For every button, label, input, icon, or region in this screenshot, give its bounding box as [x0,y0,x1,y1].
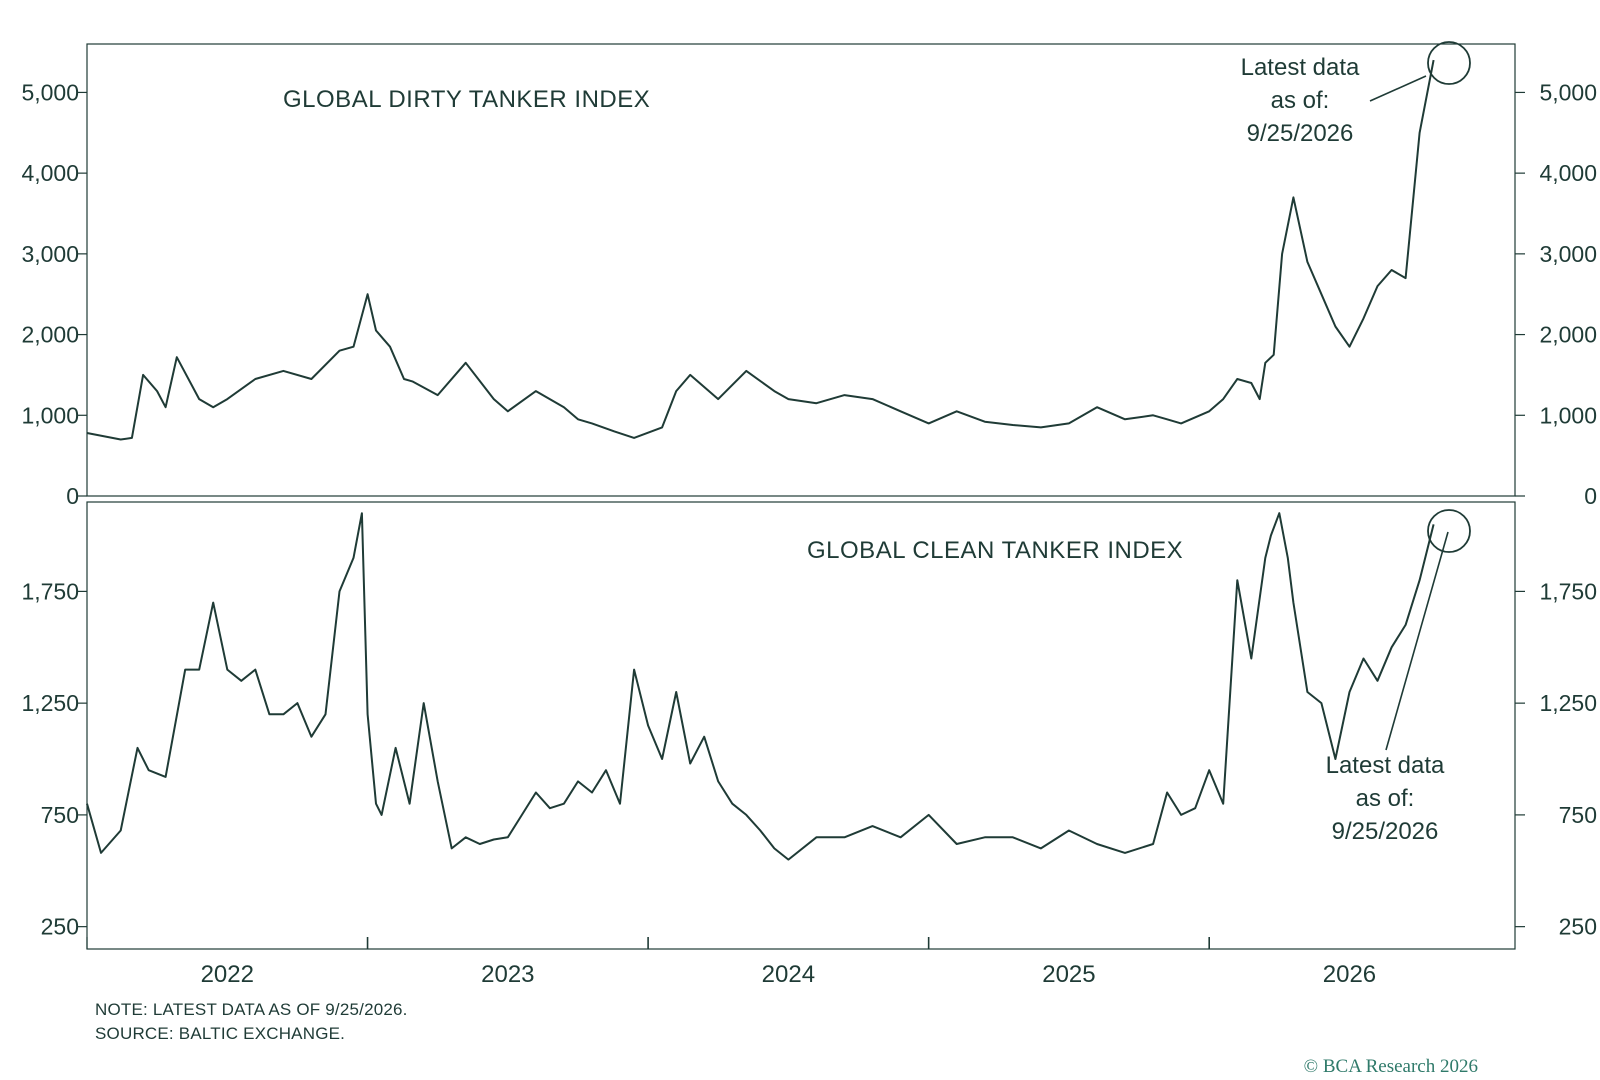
x-year-label: 2025 [1042,961,1095,988]
bottom-series-group [86,512,1435,861]
bottom-annotation-line3: 9/25/2026 [1332,818,1439,845]
top-ytick-left-label: 4,000 [21,160,79,186]
top-ytick-right-label: 0 [1584,483,1597,509]
top-ytick-left-label: 1,000 [21,402,79,428]
bottom-series-line [86,512,1435,861]
top-ytick-left-label: 0 [66,483,79,509]
top-ytick-right-label: 3,000 [1539,241,1597,267]
top-ytick-left-label: 2,000 [21,322,79,348]
top-ytick-right-label: 2,000 [1539,322,1597,348]
top-ytick-right-label: 5,000 [1539,79,1597,105]
top-annotation-leader [1369,75,1427,102]
top-panel-title: GLOBAL DIRTY TANKER INDEX [283,86,650,113]
top-series-group [86,59,1435,441]
x-year-label: 2022 [201,961,254,988]
x-year-label: 2024 [762,961,815,988]
x-axis: 2022 2023 2024 2025 2026 [86,937,1376,988]
bottom-annotation-leader [1385,531,1449,751]
bottom-annotation-circle [1427,509,1471,553]
top-y-axis: 0 0 1,000 1,000 2,000 2,000 3,000 3,000 4,000 4,0… [21,79,1597,509]
top-annotation-line1: Latest data [1241,54,1360,81]
top-ytick-left-label: 5,000 [21,79,79,105]
bottom-annotation: Latest data as of: 9/25/2026 [1326,509,1471,845]
copyright-text: © BCA Research 2026 [1303,1056,1478,1077]
bottom-annotation-line2: as of: [1356,785,1415,812]
top-panel-frame [86,43,1516,497]
top-annotation-line2: as of: [1271,87,1330,114]
bottom-ytick-left-label: 1,250 [21,690,79,716]
bottom-ytick-right-label: 750 [1559,802,1597,828]
bottom-ytick-left-label: 750 [41,802,79,828]
bottom-ytick-left-label: 1,750 [21,578,79,604]
note-text: NOTE: LATEST DATA AS OF 9/25/2026. [95,1000,408,1019]
bottom-y-axis: 250 250 750 750 1,250 1,250 1,750 1,750 [21,578,1597,939]
x-year-label: 2026 [1323,961,1376,988]
source-text: SOURCE: BALTIC EXCHANGE. [95,1024,346,1043]
bottom-annotation-line1: Latest data [1326,752,1445,779]
top-ytick-right-label: 1,000 [1539,402,1597,428]
top-series-line [86,59,1435,441]
bottom-panel-frame [86,501,1516,950]
top-annotation-circle [1427,41,1471,85]
top-ytick-left-label: 3,000 [21,241,79,267]
top-ytick-right-label: 4,000 [1539,160,1597,186]
x-year-label: 2023 [481,961,534,988]
top-annotation-line3: 9/25/2026 [1247,120,1354,147]
bottom-ytick-right-label: 1,250 [1539,690,1597,716]
bottom-ytick-left-label: 250 [41,914,79,940]
bottom-ytick-right-label: 250 [1559,914,1597,940]
bottom-panel-title: GLOBAL CLEAN TANKER INDEX [807,537,1183,564]
bottom-ytick-right-label: 1,750 [1539,578,1597,604]
top-annotation: Latest data as of: 9/25/2026 [1241,41,1471,147]
